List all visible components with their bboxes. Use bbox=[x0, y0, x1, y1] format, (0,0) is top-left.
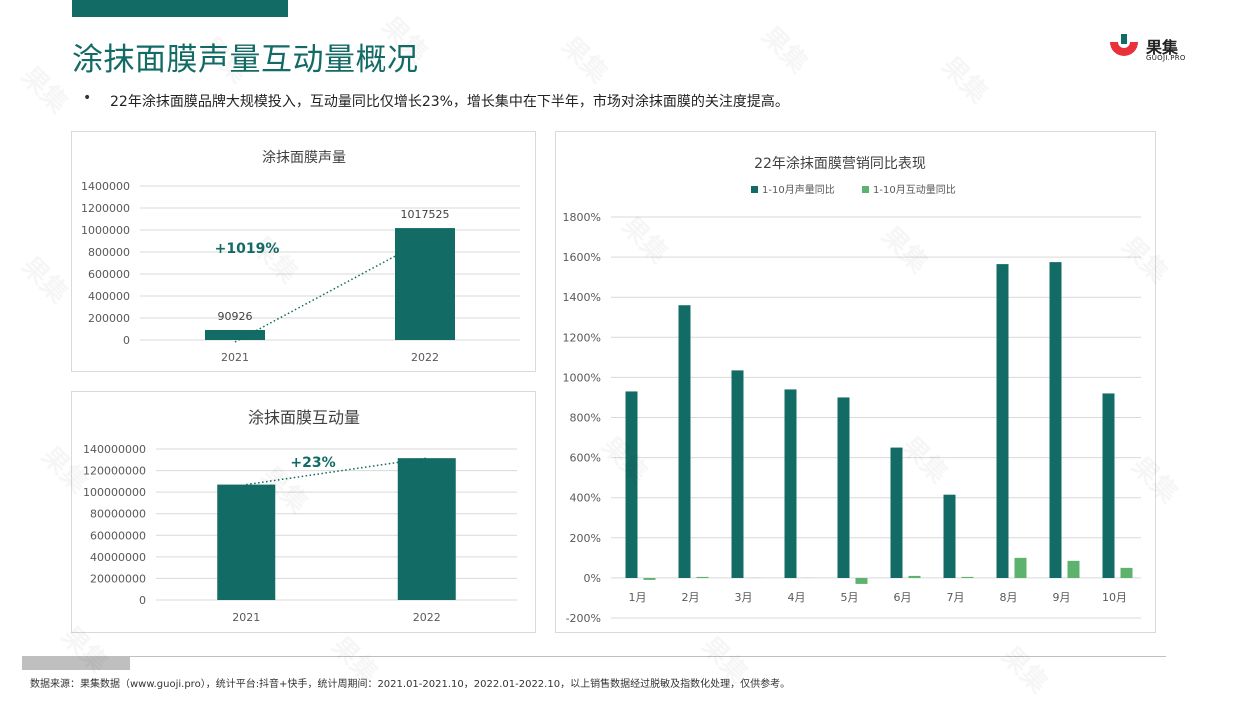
x-tick-label: 5月 bbox=[841, 591, 859, 604]
logo-subtext: GUOJI.PRO bbox=[1146, 54, 1186, 62]
y-tick-label: 1400% bbox=[563, 291, 601, 304]
y-tick-label: 0 bbox=[123, 334, 130, 347]
bar-interaction-5月 bbox=[855, 578, 868, 584]
watermark-text: 果集 bbox=[755, 17, 818, 80]
bar-volume-9月 bbox=[1049, 262, 1062, 578]
y-tick-label: 40000000 bbox=[90, 551, 146, 564]
bar-interaction-1月 bbox=[643, 578, 656, 580]
bar-interaction-2月 bbox=[696, 576, 709, 578]
bar-volume-10月 bbox=[1102, 393, 1115, 578]
data-label: 90926 bbox=[218, 310, 253, 323]
bar-interaction-8月 bbox=[1014, 557, 1027, 578]
logo-icon bbox=[1110, 34, 1138, 56]
bar-2021 bbox=[205, 329, 265, 340]
y-tick-label: 600000 bbox=[88, 268, 130, 281]
bar-interaction-9月 bbox=[1067, 560, 1080, 578]
chart-title: 涂抹面膜互动量 bbox=[248, 408, 360, 427]
y-tick-label: 1400000 bbox=[81, 180, 130, 193]
y-tick-label: 80000000 bbox=[90, 508, 146, 521]
logo-text: 果集 bbox=[1146, 38, 1179, 57]
bar-volume-5月 bbox=[837, 397, 850, 578]
y-tick-label: 0% bbox=[584, 572, 601, 585]
x-tick-label: 9月 bbox=[1053, 591, 1071, 604]
y-tick-label: -200% bbox=[566, 612, 601, 625]
watermark-text: 果集 bbox=[995, 637, 1058, 700]
growth-annotation: +23% bbox=[290, 455, 335, 471]
bullet-marker: • bbox=[83, 90, 92, 106]
watermark-text: 果集 bbox=[15, 57, 78, 120]
chart-volume: 涂抹面膜声量 0 200000 400000 600000 800000 1000000 12… bbox=[81, 150, 520, 364]
y-tick-label: 1800% bbox=[563, 211, 601, 224]
watermark-text: 果集 bbox=[555, 27, 618, 90]
x-tick-label: 1月 bbox=[629, 591, 647, 604]
y-tick-label: 120000000 bbox=[83, 465, 146, 478]
x-tick-label: 2月 bbox=[682, 591, 700, 604]
y-tick-label: 800% bbox=[570, 412, 601, 425]
data-label: 1017525 bbox=[401, 208, 450, 221]
chart-panel-interaction: 涂抹面膜互动量 0 20000000 40000000 60000000 80000000… bbox=[71, 391, 536, 633]
x-tick-label: 2021 bbox=[232, 611, 260, 624]
bar-volume-8月 bbox=[996, 264, 1009, 578]
top-accent-bar bbox=[72, 0, 288, 17]
legend-label: 1-10月声量同比 bbox=[762, 183, 835, 196]
bar-volume-2月 bbox=[678, 305, 691, 578]
bar-volume-4月 bbox=[784, 389, 797, 578]
legend-label: 1-10月互动量同比 bbox=[873, 184, 956, 196]
bar-interaction-10月 bbox=[1120, 567, 1133, 578]
chart-title: 22年涂抹面膜营销同比表现 bbox=[754, 156, 926, 172]
watermark-text: 果集 bbox=[935, 47, 998, 110]
y-tick-label: 200% bbox=[570, 532, 601, 545]
bar-volume-3月 bbox=[731, 370, 744, 578]
growth-annotation: +1019% bbox=[215, 241, 280, 257]
brand-logo: 果集 GUOJI.PRO bbox=[1106, 32, 1192, 66]
chart-panel-volume: 涂抹面膜声量 0 200000 400000 600000 800000 1000000 12… bbox=[71, 131, 536, 372]
x-tick-label: 2021 bbox=[221, 351, 249, 364]
footer-divider bbox=[22, 656, 1166, 657]
legend-swatch bbox=[751, 186, 758, 193]
trend-line bbox=[246, 457, 427, 486]
x-tick-label: 3月 bbox=[735, 591, 753, 604]
x-tick-label: 2022 bbox=[411, 351, 439, 364]
bar-2022 bbox=[397, 458, 456, 600]
y-tick-label: 1600% bbox=[563, 251, 601, 264]
y-tick-label: 100000000 bbox=[83, 486, 146, 499]
x-tick-label: 4月 bbox=[788, 591, 806, 604]
bar-interaction-6月 bbox=[908, 575, 921, 578]
y-tick-label: 20000000 bbox=[90, 572, 146, 585]
y-tick-label: 0 bbox=[139, 594, 146, 607]
legend-swatch bbox=[862, 186, 869, 193]
y-tick-label: 600% bbox=[570, 452, 601, 465]
page-title: 涂抹面膜声量互动量概况 bbox=[72, 42, 419, 78]
bar-2021 bbox=[217, 484, 276, 600]
chart-interaction: 涂抹面膜互动量 0 20000000 40000000 60000000 80000000… bbox=[83, 408, 517, 624]
bar-volume-1月 bbox=[625, 391, 638, 578]
bar-volume-6月 bbox=[890, 447, 903, 578]
watermark-text: 果集 bbox=[15, 247, 78, 310]
y-tick-label: 1000% bbox=[563, 371, 601, 384]
footer-accent-block bbox=[22, 657, 130, 670]
x-tick-label: 10月 bbox=[1102, 591, 1127, 604]
chart-yoy: 22年涂抹面膜营销同比表现 1-10月声量同比 1-10月互动量同比 -200% 0% 2… bbox=[563, 156, 1141, 625]
y-tick-label: 140000000 bbox=[83, 443, 146, 456]
y-tick-label: 60000000 bbox=[90, 529, 146, 542]
y-tick-label: 1000000 bbox=[81, 224, 130, 237]
y-tick-label: 400% bbox=[570, 492, 601, 505]
summary-text: 22年涂抹面膜品牌大规模投入，互动量同比仅增长23%，增长集中在下半年，市场对涂… bbox=[110, 94, 789, 110]
y-tick-label: 800000 bbox=[88, 246, 130, 259]
x-tick-label: 8月 bbox=[1000, 591, 1018, 604]
y-tick-label: 400000 bbox=[88, 290, 130, 303]
chart-title: 涂抹面膜声量 bbox=[262, 150, 346, 166]
x-tick-label: 2022 bbox=[413, 611, 441, 624]
y-tick-label: 1200000 bbox=[81, 202, 130, 215]
y-tick-label: 1200% bbox=[563, 331, 601, 344]
x-tick-label: 7月 bbox=[947, 591, 965, 604]
chart-panel-yoy: 22年涂抹面膜营销同比表现 1-10月声量同比 1-10月互动量同比 -200% 0% 2… bbox=[555, 131, 1156, 633]
bar-2022 bbox=[395, 228, 455, 340]
bar-volume-7月 bbox=[943, 494, 956, 578]
y-tick-label: 200000 bbox=[88, 312, 130, 325]
bar-interaction-7月 bbox=[961, 576, 974, 578]
x-tick-label: 6月 bbox=[894, 591, 912, 604]
footer-source-text: 数据来源：果集数据（www.guoji.pro），统计平台:抖音+快手，统计周期… bbox=[30, 679, 791, 690]
